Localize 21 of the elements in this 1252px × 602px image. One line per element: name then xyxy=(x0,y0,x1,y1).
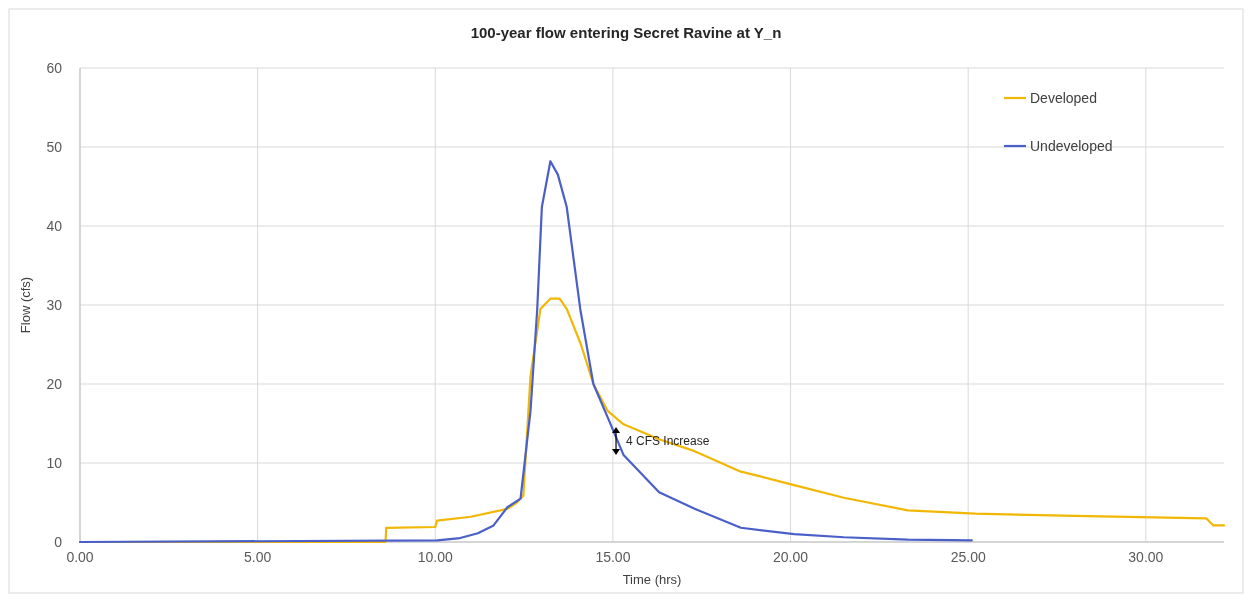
x-tick-label: 20.00 xyxy=(773,549,809,565)
x-tick-label: 10.00 xyxy=(417,549,453,565)
x-tick-label: 30.00 xyxy=(1128,549,1164,565)
y-tick-label: 60 xyxy=(46,60,63,76)
y-tick-label: 0 xyxy=(54,534,63,550)
y-tick-label: 40 xyxy=(46,218,63,234)
y-tick-label: 30 xyxy=(46,297,63,313)
x-tick-label: 25.00 xyxy=(950,549,986,565)
annotation: 4 CFS Increase xyxy=(626,433,710,448)
x-tick-label: 0.00 xyxy=(66,549,94,565)
x-axis-title: Time (hrs) xyxy=(622,572,682,587)
chart-title: 100-year flow entering Secret Ravine at Y_n xyxy=(470,24,782,41)
x-tick-label: 5.00 xyxy=(244,549,272,565)
y-tick-label: 50 xyxy=(46,139,63,155)
legend-label: Undeveloped xyxy=(1030,138,1113,154)
x-tick-label: 15.00 xyxy=(595,549,631,565)
legend-label: Developed xyxy=(1030,90,1097,106)
y-axis-title: Flow (cfs) xyxy=(18,276,33,334)
y-tick-label: 10 xyxy=(46,455,63,471)
y-tick-label: 20 xyxy=(46,376,63,392)
line-series xyxy=(78,160,973,544)
